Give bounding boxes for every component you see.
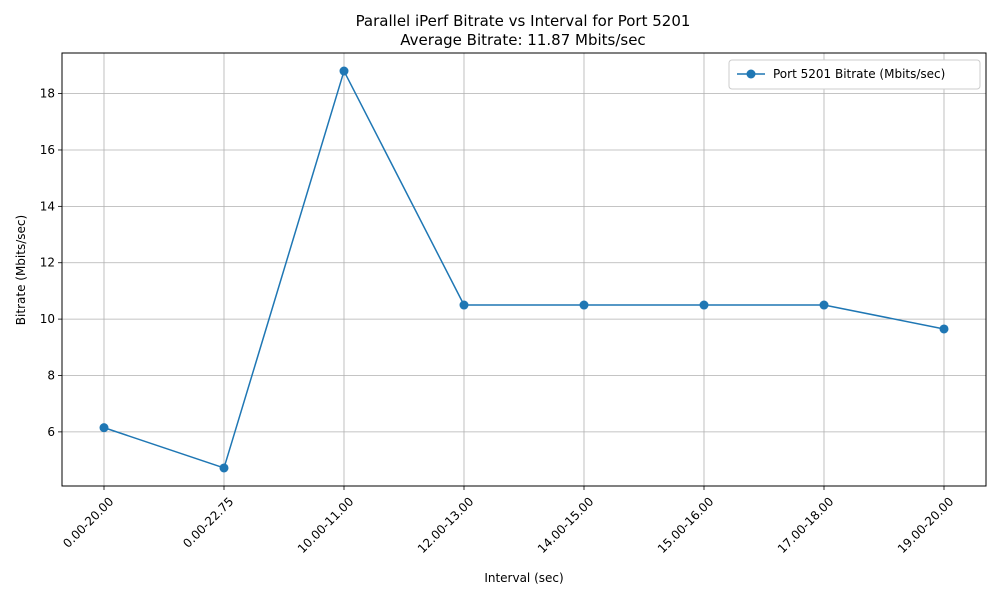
legend: Port 5201 Bitrate (Mbits/sec) xyxy=(728,59,981,90)
x-tick-label: 10.00-11.00 xyxy=(295,494,357,556)
legend-box xyxy=(728,59,981,90)
chart-subtitle: Average Bitrate: 11.87 Mbits/sec xyxy=(400,31,645,49)
legend-label: Port 5201 Bitrate (Mbits/sec) xyxy=(773,67,945,81)
y-tick-label: 10 xyxy=(40,312,55,326)
x-tick-label: 0.00-20.00 xyxy=(60,494,116,550)
x-tick-label: 12.00-13.00 xyxy=(415,494,477,556)
x-tick-label: 15.00-16.00 xyxy=(655,494,717,556)
data-point xyxy=(339,66,349,76)
series-line xyxy=(103,70,945,469)
y-tick-label: 6 xyxy=(47,425,55,439)
data-point xyxy=(939,324,949,334)
y-tick-label: 12 xyxy=(40,256,55,270)
data-point xyxy=(699,300,709,310)
y-tick-label: 8 xyxy=(47,368,55,382)
chart-title: Parallel iPerf Bitrate vs Interval for P… xyxy=(356,12,691,30)
x-tick-label: 19.00-20.00 xyxy=(895,494,957,556)
y-tick-label: 14 xyxy=(40,199,55,213)
x-tick-label: 0.00-22.75 xyxy=(180,494,236,550)
legend-point-marker xyxy=(746,69,756,79)
data-point xyxy=(579,300,589,310)
grid-layer xyxy=(62,53,986,486)
y-axis-label: Bitrate (Mbits/sec) xyxy=(14,215,28,325)
y-tick-label: 16 xyxy=(40,143,55,157)
data-point xyxy=(459,300,469,310)
plot-frame xyxy=(61,52,987,487)
x-tick-label: 14.00-15.00 xyxy=(535,494,597,556)
x-tick-label: 17.00-18.00 xyxy=(775,494,837,556)
series-layer xyxy=(99,66,949,473)
y-tick-label: 18 xyxy=(40,87,55,101)
data-point xyxy=(99,423,109,433)
data-point xyxy=(819,300,829,310)
data-point xyxy=(219,463,229,473)
x-axis-label: Interval (sec) xyxy=(484,571,563,585)
